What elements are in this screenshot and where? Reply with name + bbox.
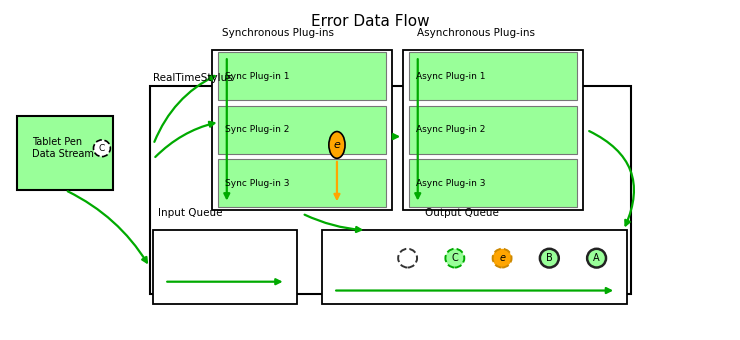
Ellipse shape bbox=[398, 249, 417, 268]
Bar bbox=[403, 50, 583, 210]
Bar bbox=[149, 86, 630, 294]
Text: B: B bbox=[546, 253, 553, 263]
Text: C: C bbox=[99, 144, 105, 153]
Bar bbox=[409, 106, 577, 154]
Text: Tablet Pen
Data Stream: Tablet Pen Data Stream bbox=[32, 137, 94, 159]
Text: RealTimeStylus: RealTimeStylus bbox=[153, 73, 233, 83]
Ellipse shape bbox=[493, 249, 511, 268]
Ellipse shape bbox=[445, 249, 464, 268]
Text: Async Plug-in 2: Async Plug-in 2 bbox=[417, 125, 485, 134]
Text: Output Queue: Output Queue bbox=[425, 208, 499, 219]
Ellipse shape bbox=[93, 140, 110, 157]
Bar bbox=[18, 117, 113, 190]
Bar bbox=[409, 52, 577, 100]
Ellipse shape bbox=[587, 249, 606, 268]
Text: e: e bbox=[499, 253, 505, 263]
Text: Sync Plug-in 1: Sync Plug-in 1 bbox=[225, 72, 290, 81]
Bar bbox=[322, 230, 627, 304]
Text: C: C bbox=[451, 253, 458, 263]
Text: A: A bbox=[593, 253, 600, 263]
Bar bbox=[153, 230, 297, 304]
Ellipse shape bbox=[329, 132, 345, 158]
Bar bbox=[218, 159, 386, 207]
Text: Error Data Flow: Error Data Flow bbox=[311, 15, 429, 30]
Bar bbox=[218, 106, 386, 154]
Text: e: e bbox=[334, 140, 340, 150]
Text: Synchronous Plug-ins: Synchronous Plug-ins bbox=[222, 28, 334, 38]
Text: Input Queue: Input Queue bbox=[158, 208, 222, 219]
Text: Sync Plug-in 3: Sync Plug-in 3 bbox=[225, 179, 290, 188]
Bar bbox=[212, 50, 392, 210]
Text: Async Plug-in 1: Async Plug-in 1 bbox=[417, 72, 485, 81]
Bar bbox=[218, 52, 386, 100]
Bar bbox=[409, 159, 577, 207]
Text: Asynchronous Plug-ins: Asynchronous Plug-ins bbox=[417, 28, 536, 38]
Ellipse shape bbox=[540, 249, 559, 268]
Text: Async Plug-in 3: Async Plug-in 3 bbox=[417, 179, 485, 188]
Text: Sync Plug-in 2: Sync Plug-in 2 bbox=[225, 125, 289, 134]
